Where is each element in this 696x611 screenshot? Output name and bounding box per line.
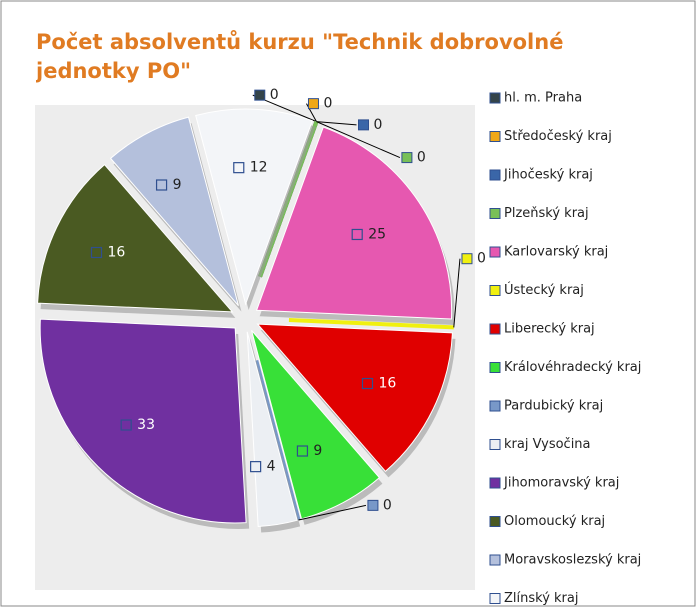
data-label: 0 [270,87,279,103]
data-label: 9 [173,177,182,193]
label-key [250,461,262,473]
legend-label: hl. m. Praha [504,91,582,106]
title-box: Počet absolventů kurzu "Technik dobrovol… [36,30,564,83]
data-label: 16 [378,376,396,392]
legend-key [489,169,501,181]
legend-key [489,131,501,142]
data-label: 16 [108,244,126,260]
legend: hl. m. Praha Středočeský kraj Jihočeský kr… [489,91,641,606]
data-label: 33 [137,417,155,433]
legend-label: Jihočeský kraj [503,168,593,183]
data-label: 0 [417,150,426,166]
label-key [401,152,413,164]
label-key [233,162,245,174]
legend-label: Plzeňský kraj [504,206,589,221]
pie-slice [288,317,454,330]
legend-key [489,285,501,296]
label-key [361,377,374,390]
label-key [90,246,103,259]
leader-line [316,121,357,126]
legend-label: Jihomoravský kraj [503,476,619,491]
legend-key [489,208,501,219]
label-key [155,179,168,191]
pie-slice [251,330,381,520]
data-label: 25 [368,226,386,242]
data-label: 9 [313,443,322,459]
leader-line [298,504,367,521]
leader-line [316,121,401,159]
data-label: 12 [250,160,268,176]
label-key [461,253,473,265]
pie: 0 0 0 0 25 0 16 9 0 4 33 16 9 12 [37,87,486,533]
data-label: 0 [383,497,392,513]
legend-key [489,362,501,373]
legend-label: Středočeský kraj [504,129,612,144]
legend-key [489,516,501,527]
data-label: 4 [267,459,276,475]
data-label: 0 [477,251,486,267]
legend-label: Královéhradecký kraj [504,360,641,375]
legend-label: Moravskoslezský kraj [504,553,641,568]
legend-label: Zlínský kraj [504,591,578,606]
leader-line [453,258,461,328]
legend-key [489,92,501,104]
legend-key [489,477,501,489]
legend-label: Pardubický kraj [504,399,603,414]
legend-key [489,439,501,450]
pie-slice [256,323,453,473]
label-key [254,89,266,101]
pie-slice [195,108,313,306]
legend-key [489,593,501,604]
label-key [358,119,369,131]
legend-label: Olomoucký kraj [504,514,605,529]
pie-slice [39,318,247,524]
legend-label: Ústecký kraj [504,282,584,298]
pie-slice [254,360,301,521]
legend-label: kraj Vysočina [504,437,591,452]
label-key [307,98,319,110]
pie-slice [246,331,298,528]
label-key [120,419,132,431]
data-label: 0 [323,96,332,112]
legend-label: Karlovarský kraj [504,245,608,260]
pie-slice [37,163,234,313]
legend-key [489,554,501,566]
label-key [296,445,309,457]
label-key [367,499,379,511]
chart-title: Počet absolventů kurzu "Technik dobrovol… [36,30,564,83]
pie-slice [109,116,239,306]
legend-key [489,246,501,258]
data-label: 0 [374,117,383,133]
legend-label: Liberecký kraj [504,322,595,337]
legend-key [489,323,501,335]
pie-slice [255,126,453,320]
label-key [351,228,363,241]
legend-key [489,400,501,412]
